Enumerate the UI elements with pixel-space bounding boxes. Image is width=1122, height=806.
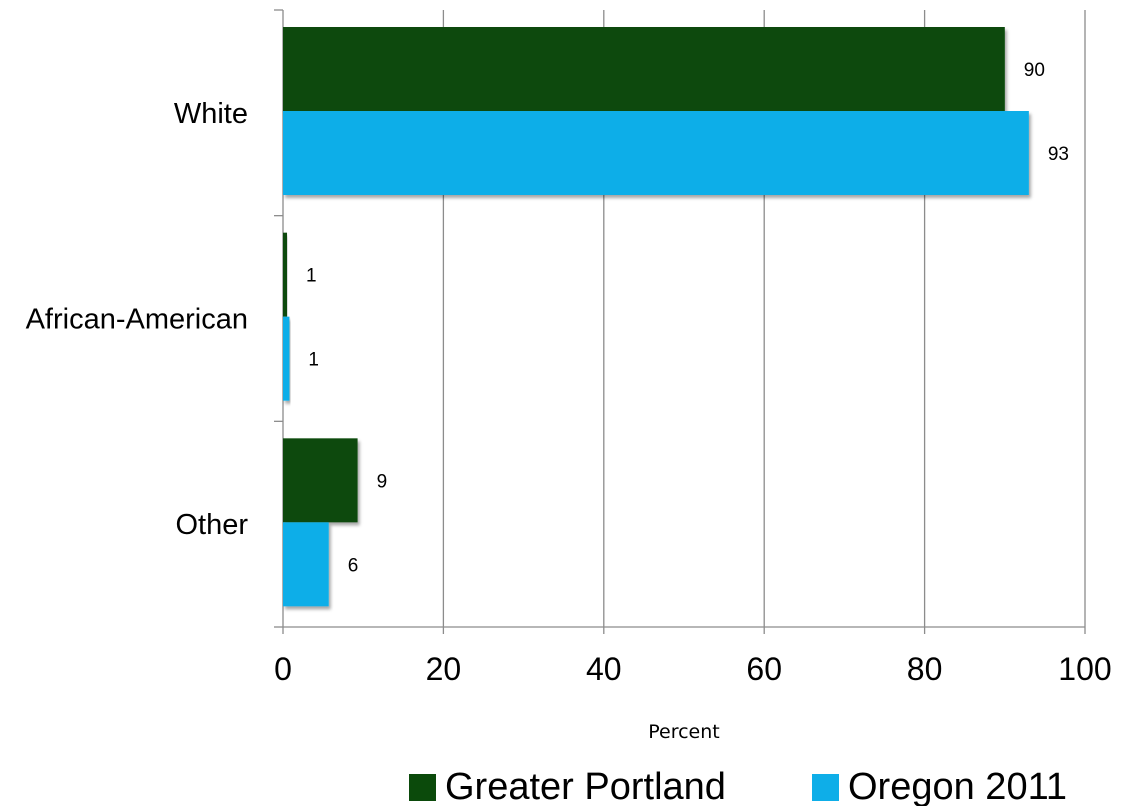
legend-label-oregon-2011: Oregon 2011 (848, 766, 1067, 806)
data-label-white-greater-portland: 90 (1024, 60, 1045, 81)
category-label-white: White (174, 98, 248, 130)
legend: Greater Portland Oregon 2011 (409, 766, 1067, 806)
legend-swatch-greater-portland (409, 774, 436, 801)
x-tick-label-80: 80 (907, 651, 943, 687)
labels: 0 20 40 60 80 100 White 90 93 African-American 1 1 O… (26, 60, 1112, 743)
bar-white-oregon-2011 (283, 111, 1029, 195)
x-tick-label-0: 0 (274, 651, 292, 687)
x-tick-label-60: 60 (746, 651, 782, 687)
data-label-other-oregon-2011: 6 (348, 555, 359, 576)
bar-white-greater-portland (283, 27, 1005, 111)
data-label-african-american-greater-portland: 1 (306, 266, 317, 287)
data-label-other-greater-portland: 9 (377, 471, 388, 492)
bars (283, 27, 1029, 607)
x-axis-title: Percent (648, 721, 720, 743)
x-tick-label-40: 40 (586, 651, 622, 687)
bar-african-american-oregon-2011 (283, 316, 290, 401)
x-tick-label-100: 100 (1058, 651, 1111, 687)
data-label-african-american-oregon-2011: 1 (308, 350, 319, 371)
bar-other-greater-portland (283, 438, 358, 523)
category-label-other: Other (175, 509, 248, 541)
bar-other-oregon-2011 (283, 522, 329, 607)
data-label-white-oregon-2011: 93 (1048, 144, 1069, 165)
category-label-african-american: African-American (26, 304, 248, 336)
legend-label-greater-portland: Greater Portland (445, 766, 726, 806)
x-tick-label-20: 20 (426, 651, 462, 687)
legend-swatch-oregon-2011 (812, 774, 839, 801)
bar-african-american-greater-portland (283, 232, 288, 317)
